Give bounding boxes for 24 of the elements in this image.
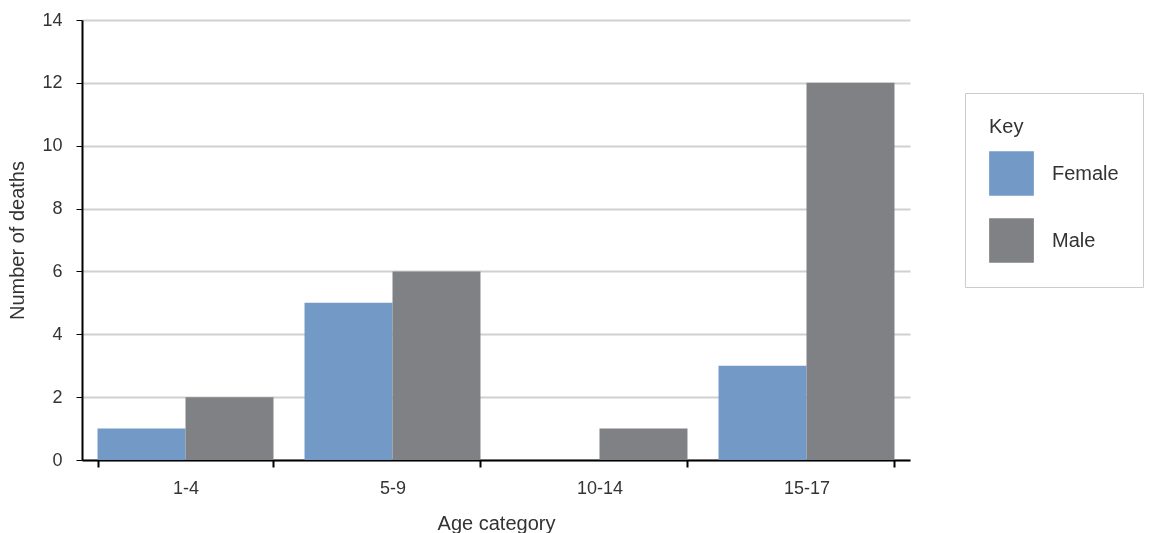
- bar: [392, 271, 481, 460]
- y-tick-label: 2: [52, 386, 63, 407]
- legend-label: Male: [1052, 228, 1096, 251]
- y-tick-label: 8: [52, 198, 63, 219]
- legend-label: Female: [1052, 161, 1119, 184]
- bar: [806, 82, 895, 460]
- bar: [599, 428, 688, 460]
- y-tick-label: 12: [42, 72, 63, 93]
- x-tick-label: 1-4: [172, 477, 200, 498]
- y-tick-label: 4: [52, 323, 63, 344]
- x-tick-label: 5-9: [379, 477, 407, 498]
- y-tick-label: 0: [52, 449, 63, 470]
- y-tick-label: 14: [42, 9, 63, 30]
- legend-title: Key: [989, 115, 1024, 137]
- y-tick-label: 6: [52, 260, 63, 281]
- bar: [97, 428, 186, 460]
- y-axis-title: Number of deaths: [6, 161, 29, 320]
- bar: [304, 302, 393, 460]
- y-tick-label: 10: [42, 135, 63, 156]
- x-tick-label: 15-17: [783, 477, 831, 498]
- x-tick-label: 10-14: [576, 477, 624, 498]
- bar: [185, 397, 274, 460]
- x-axis-title: Age category: [437, 511, 556, 533]
- bar: [718, 365, 807, 460]
